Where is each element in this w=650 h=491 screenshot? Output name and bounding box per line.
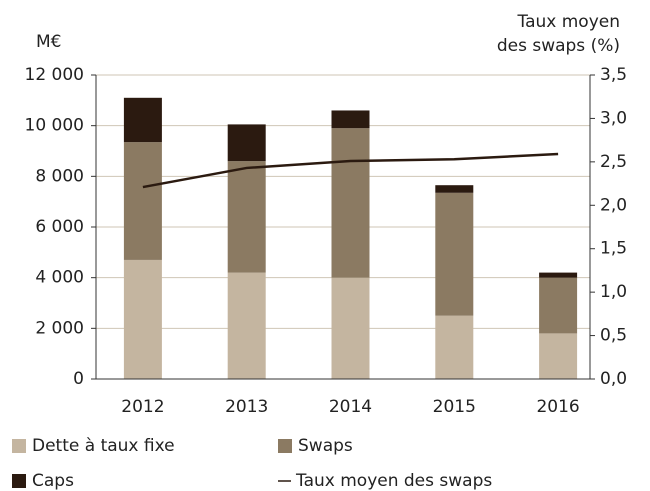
x-tick-label: 2013 (225, 397, 268, 417)
y2-tick-label: 3,5 (600, 65, 627, 85)
x-tick-label: 2015 (433, 397, 476, 417)
y-tick-label: 0 (73, 369, 84, 389)
legend-label: Caps (32, 471, 74, 491)
y2-axis-label: des swaps (%) (497, 36, 620, 56)
y-tick-label: 4 000 (35, 268, 84, 288)
bar (435, 192, 474, 316)
y2-tick-label: 1,0 (600, 282, 627, 302)
legend-label: Dette à taux fixe (32, 436, 175, 456)
y2-tick-label: 2,5 (600, 152, 627, 172)
y2-axis-label: Taux moyen (517, 12, 620, 32)
x-tick-label: 2012 (121, 397, 164, 417)
y-tick-label: 12 000 (25, 65, 84, 85)
y-axis-label: M€ (36, 32, 61, 52)
y2-tick-label: 2,0 (600, 195, 627, 215)
bar (123, 142, 162, 260)
legend-label: Swaps (298, 436, 353, 456)
y2-tick-label: 1,5 (600, 239, 627, 259)
bar (331, 128, 370, 278)
bar (539, 333, 578, 379)
y2-tick-label: 3,0 (600, 108, 627, 128)
bar (331, 110, 370, 129)
legend-swatch (12, 474, 26, 488)
y-tick-label: 10 000 (25, 116, 84, 136)
x-tick-label: 2014 (329, 397, 372, 417)
bar (123, 97, 162, 143)
y2-tick-label: 0,5 (600, 326, 627, 346)
bar (123, 259, 162, 379)
bar (435, 185, 474, 193)
bar (227, 161, 266, 273)
y-tick-label: 2 000 (35, 318, 84, 338)
y-tick-label: 6 000 (35, 217, 84, 237)
bar (331, 277, 370, 379)
legend-label: Taux moyen des swaps (295, 471, 492, 491)
legend-swatch (12, 439, 26, 453)
line (142, 152, 559, 189)
bar (227, 124, 266, 162)
bar (539, 272, 578, 278)
legend-swatch (278, 439, 292, 453)
y-tick-label: 8 000 (35, 166, 84, 186)
bar (227, 272, 266, 379)
bar (435, 315, 474, 379)
y2-tick-label: 0,0 (600, 369, 627, 389)
bar (539, 277, 578, 334)
x-tick-label: 2016 (536, 397, 579, 417)
